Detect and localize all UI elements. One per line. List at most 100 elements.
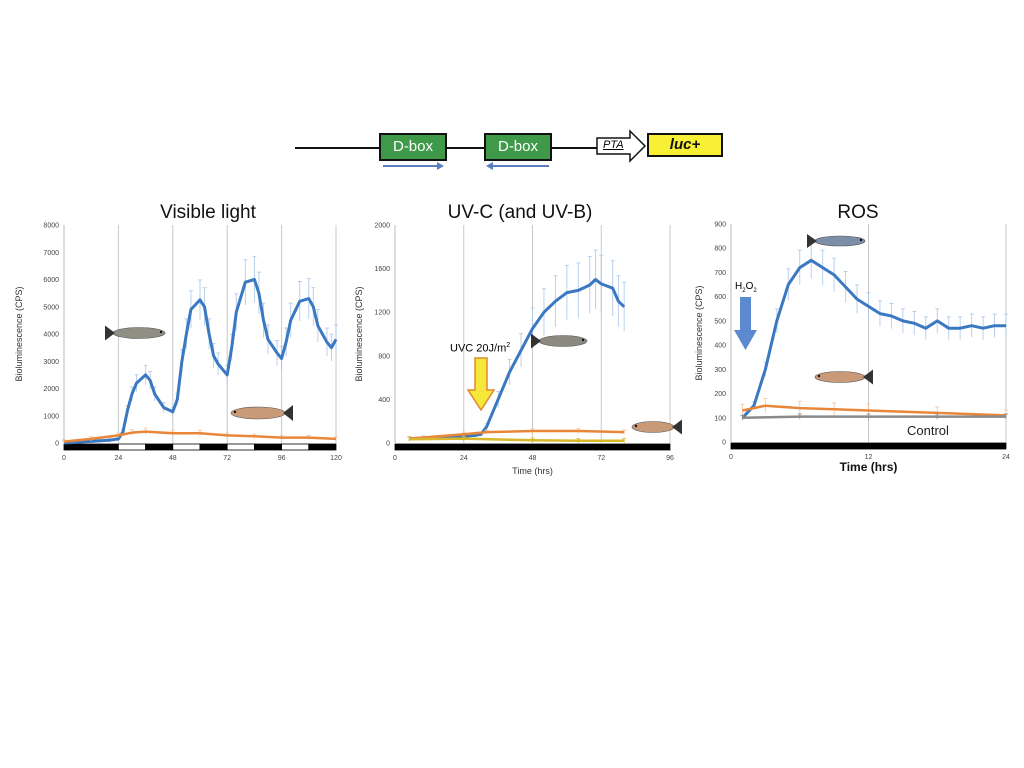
construct-arrows [383, 129, 647, 170]
series-blue [407, 249, 627, 441]
x-tick-label: 0 [393, 455, 397, 462]
uvc-dose-label: UVC 20J/m2 [450, 342, 510, 355]
y-tick-label: 800 [378, 353, 390, 360]
y-tick-label: 7000 [43, 250, 59, 257]
forward-arrow-icon [383, 162, 444, 170]
h2o2-o: O [745, 281, 754, 292]
y-tick-label: 0 [55, 441, 59, 448]
fish-body [814, 235, 866, 247]
series-orange [407, 428, 627, 441]
series-orange [62, 427, 338, 443]
light-period-bar [172, 443, 201, 451]
zebrafish-icon [807, 234, 866, 248]
albino-fish-icon [230, 405, 293, 421]
y-tick-label: 200 [714, 391, 726, 398]
zebrafish-icon [105, 325, 166, 341]
zebrafish-icon [531, 333, 588, 349]
fish-eye [634, 424, 638, 428]
x-tick-label: 120 [330, 455, 342, 462]
fish-eye [817, 374, 821, 378]
promoter-label: PTA [603, 139, 624, 151]
series-line [409, 437, 625, 443]
x-tick-label: 24 [460, 455, 468, 462]
x-tick-label: 0 [729, 454, 733, 461]
series-blue [62, 256, 338, 445]
light-period-bar [281, 443, 310, 451]
uvc-dose-exponent: 2 [506, 342, 511, 349]
series-line [742, 415, 1006, 420]
h2o2-sub1: 2 [742, 288, 746, 294]
albino-fish-icon [814, 369, 873, 385]
y-tick-label: 3000 [43, 359, 59, 366]
y-tick-label: 800 [714, 246, 726, 253]
series-line [742, 404, 1007, 417]
h2o2-label: H2O2 [735, 281, 757, 294]
y-tick-label: 4000 [43, 332, 59, 339]
y-tick-label: 0 [722, 440, 726, 447]
y-axis-label: Bioluminescence (CPS) [14, 286, 24, 381]
y-tick-label: 5000 [43, 304, 59, 311]
fish-body [112, 327, 166, 339]
series-gray [740, 413, 1008, 421]
fish-tail [863, 369, 873, 385]
x-tick-label: 24 [1002, 454, 1010, 461]
y-tick-label: 1200 [374, 310, 390, 317]
dna-line [295, 147, 605, 149]
dark-period-bar [730, 442, 1007, 450]
y-axis-label: Bioluminescence (CPS) [694, 285, 704, 380]
series-line [409, 278, 626, 441]
dark-period-bar [63, 443, 119, 451]
y-tick-label: 1600 [374, 266, 390, 273]
uvc-dose-text: UVC 20J/m [450, 342, 507, 355]
dark-period-bar [199, 443, 228, 451]
luciferase-box: luc+ [647, 133, 723, 157]
fish-eye [233, 410, 237, 414]
x-axis-label: Time (hrs) [512, 466, 553, 476]
fish-tail [672, 419, 682, 435]
y-tick-label: 8000 [43, 223, 59, 230]
y-axis-label: Bioluminescence (CPS) [354, 286, 364, 381]
fish-body [814, 371, 866, 383]
x-tick-label: 48 [169, 455, 177, 462]
y-tick-label: 600 [714, 294, 726, 301]
x-tick-label: 96 [278, 455, 286, 462]
albino-fish-icon [631, 419, 682, 435]
y-tick-label: 100 [714, 415, 726, 422]
x-tick-label: 72 [597, 455, 605, 462]
x-tick-label: 0 [62, 455, 66, 462]
x-tick-label: 96 [666, 455, 674, 462]
promoter-arrow-icon [596, 129, 647, 163]
d-box-1: D-box [379, 133, 447, 161]
fish-eye [859, 238, 863, 242]
chart-2: 0 100 200 300 400 500 600 700 800 900 0 12 24 Biolumi… [694, 222, 1010, 475]
reverse-arrow-icon [486, 162, 549, 170]
h2o2-arrow-icon [734, 297, 757, 350]
h2o2-h: H [735, 281, 743, 292]
chart-title-uv: UV-C (and UV-B) [447, 202, 593, 223]
fish-tail [531, 333, 541, 349]
y-tick-label: 2000 [43, 386, 59, 393]
fish-body [631, 421, 675, 433]
chart-1: 0 400 800 1200 1600 2000 0 24 48 72 96 Bioluminesce… [354, 223, 674, 477]
series-blue [740, 241, 1008, 421]
light-period-bar [118, 443, 147, 451]
fish-tail [283, 405, 293, 421]
fish-tail [807, 234, 817, 248]
chart-0: 0 1000 2000 3000 4000 5000 6000 7000 8000 0 24 48 72… [14, 223, 342, 463]
y-tick-label: 700 [714, 270, 726, 277]
series-line [741, 258, 1006, 419]
control-label: Control [907, 423, 949, 438]
y-tick-label: 0 [386, 441, 390, 448]
uvc-arrow-icon [466, 357, 496, 412]
series-line [409, 429, 625, 440]
y-tick-label: 400 [378, 397, 390, 404]
fish-tail [105, 325, 115, 341]
x-tick-label: 48 [529, 455, 537, 462]
d-box-2: D-box [484, 133, 552, 161]
fish-body [538, 335, 588, 347]
y-tick-label: 500 [714, 318, 726, 325]
y-tick-label: 1000 [43, 413, 59, 420]
dark-period-bar [145, 443, 174, 451]
h2o2-sub2: 2 [753, 288, 757, 294]
